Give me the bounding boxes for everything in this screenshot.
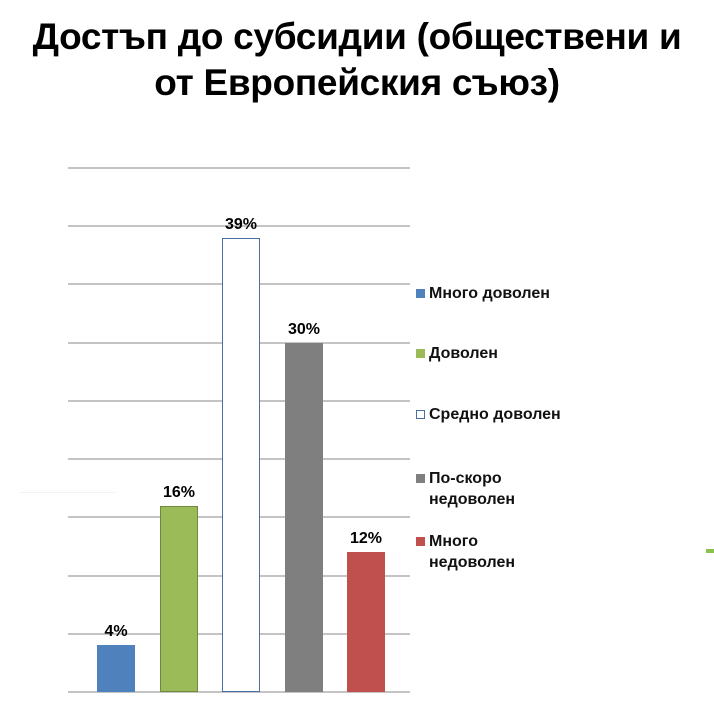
legend-swatch-icon — [416, 289, 425, 298]
legend-label: Много недоволен — [429, 533, 516, 571]
plot-area: 4% 16% 39% 30% 12% — [68, 167, 410, 693]
chart-title: Достъп до субсидии (обществени и от Евро… — [0, 14, 714, 106]
legend-swatch-icon — [416, 537, 425, 546]
legend-item: Много доволен — [416, 283, 616, 304]
gridline — [68, 225, 410, 228]
legend-label: По-скоро недоволен — [429, 470, 516, 508]
data-label: 12% — [349, 530, 383, 548]
bar-4 — [285, 342, 323, 692]
data-label: 4% — [104, 623, 128, 641]
bar-1 — [97, 645, 135, 692]
chart-title-line-2: от Европейския съюз) — [154, 62, 560, 103]
legend-item: Средно доволен — [416, 404, 616, 425]
decorative-line — [20, 492, 115, 493]
legend-swatch-icon — [416, 474, 425, 483]
legend-label: Доволен — [429, 345, 498, 362]
data-label: 16% — [162, 483, 196, 501]
data-label: 39% — [224, 215, 258, 233]
data-label: 30% — [287, 320, 321, 338]
gridline — [68, 167, 410, 169]
legend-swatch-icon — [416, 410, 425, 419]
chart-title-line-1: Достъп до субсидии (обществени и — [32, 16, 682, 57]
legend-swatch-icon — [416, 349, 425, 358]
decorative-mark — [706, 549, 714, 553]
legend-label: Средно доволен — [429, 406, 561, 423]
bar-3 — [222, 237, 260, 692]
legend-item: Много недоволен — [416, 531, 616, 573]
legend-label: Много доволен — [429, 285, 550, 302]
bar-2 — [160, 505, 198, 692]
gridline — [68, 691, 410, 693]
bar-5 — [347, 552, 385, 692]
legend-item: Доволен — [416, 343, 616, 364]
legend-item: По-скоро недоволен — [416, 468, 616, 510]
